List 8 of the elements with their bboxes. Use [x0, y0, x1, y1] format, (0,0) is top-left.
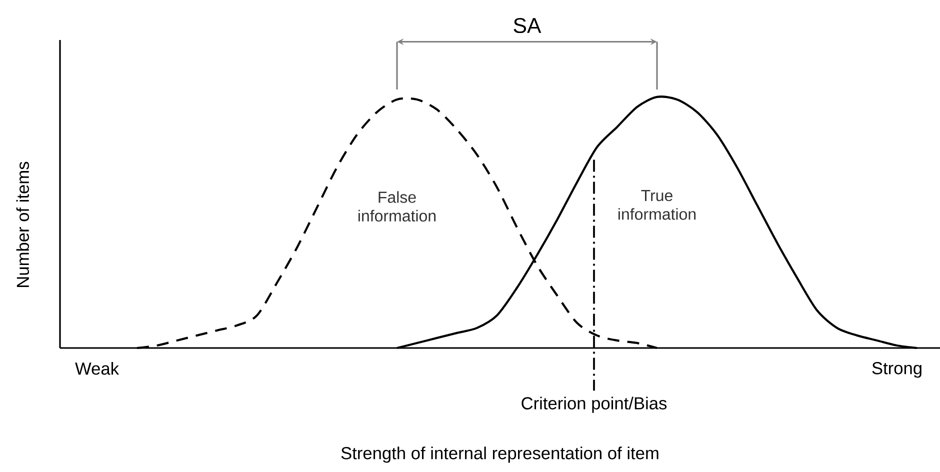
- text: True information: [618, 190, 696, 220]
- y-axis-title: Number of items: [16, 162, 30, 287]
- text: SA: [514, 18, 542, 34]
- x-tick-label: Weak: [75, 362, 120, 375]
- series-label: False information: [358, 191, 436, 222]
- x-tick-label: Strong: [872, 362, 922, 378]
- text: Criterion point/Bias: [522, 396, 667, 413]
- x-axis-title: Strength of internal representation of item: [341, 446, 658, 463]
